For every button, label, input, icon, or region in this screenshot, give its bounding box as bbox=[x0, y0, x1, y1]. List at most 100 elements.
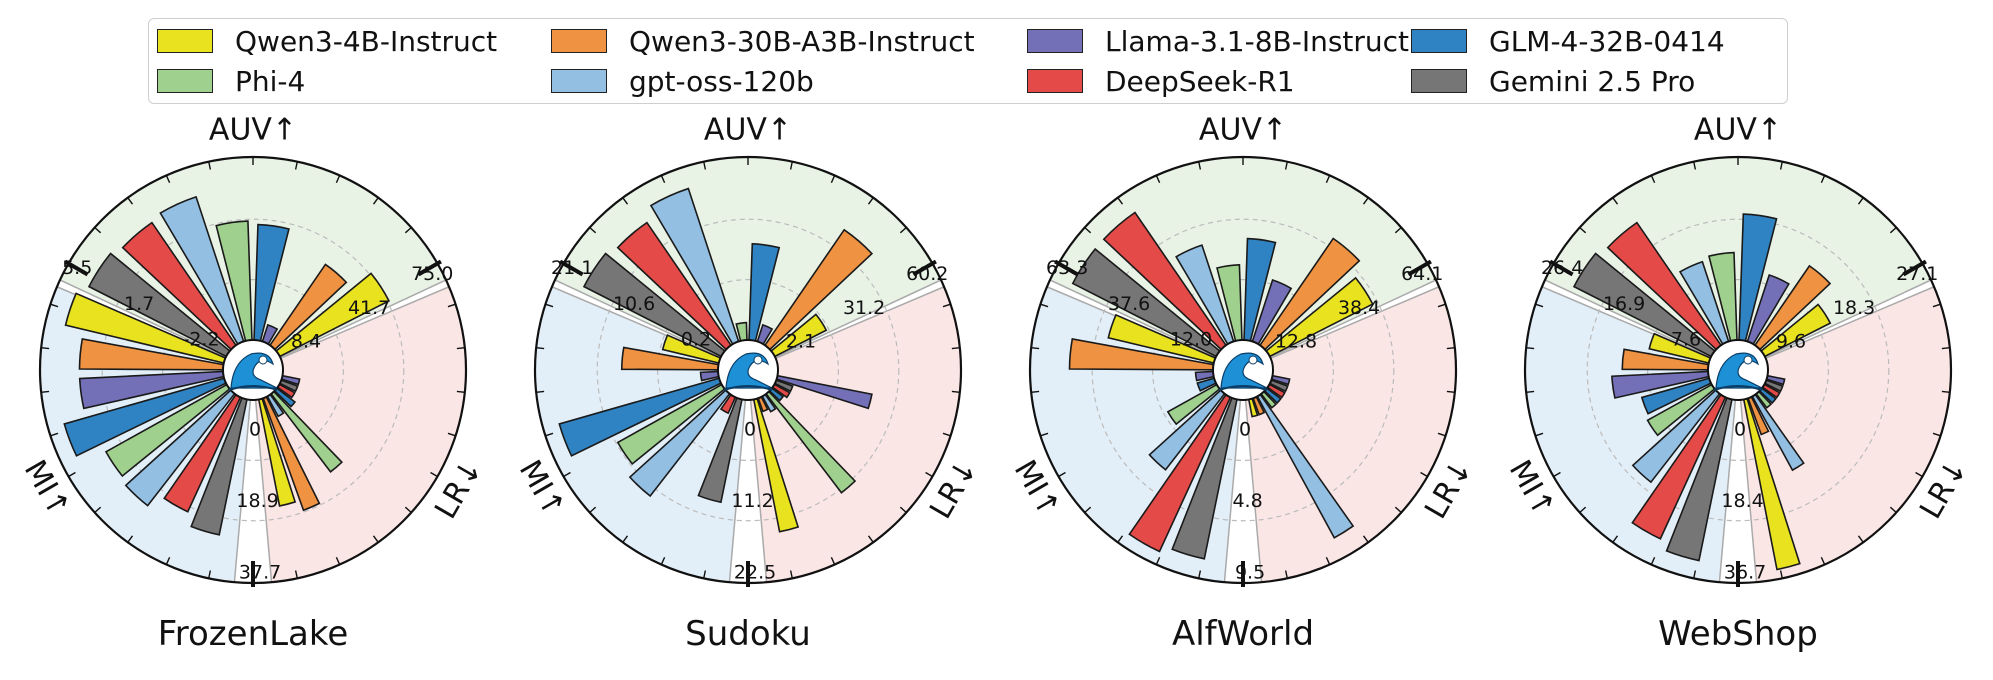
ring-tick bbox=[1932, 432, 1941, 437]
ring-tick bbox=[1284, 161, 1288, 170]
tick-label: 37.7 bbox=[239, 561, 281, 583]
ring-tick bbox=[1612, 535, 1619, 543]
ring-tick bbox=[1941, 390, 1950, 393]
ring-tick bbox=[1779, 570, 1783, 579]
ring-tick bbox=[1362, 197, 1369, 205]
wave-body bbox=[1220, 352, 1268, 389]
ring-tick bbox=[1693, 161, 1697, 170]
gridline bbox=[1091, 218, 1395, 522]
ring-tick bbox=[536, 390, 545, 393]
ring-tick bbox=[404, 226, 412, 234]
ring-tick bbox=[447, 432, 456, 437]
tick-label: 16.9 bbox=[1603, 293, 1645, 315]
legend-swatch bbox=[551, 69, 607, 93]
wave-foam bbox=[753, 355, 763, 365]
ring-tick bbox=[867, 535, 874, 543]
ring-tick bbox=[1820, 175, 1826, 184]
ring-tick bbox=[335, 175, 341, 184]
ring-tick bbox=[589, 506, 597, 514]
major-tick bbox=[1549, 259, 1574, 277]
ring-tick bbox=[456, 390, 465, 393]
ring-tick bbox=[951, 390, 960, 393]
tick-label: 60.2 bbox=[906, 263, 948, 285]
ring-tick bbox=[1040, 432, 1049, 437]
ring-tick bbox=[208, 161, 212, 170]
chart-title: AlfWorld bbox=[1172, 614, 1314, 654]
axis-label-auv: AUV↑ bbox=[209, 113, 297, 148]
tick-label: 18.4 bbox=[1721, 490, 1763, 512]
ring-tick bbox=[127, 535, 134, 543]
ring-tick bbox=[1553, 471, 1561, 478]
ring-tick bbox=[830, 556, 836, 565]
legend-label: Llama-3.1-8B-Instruct bbox=[1105, 24, 1410, 58]
ring-tick bbox=[1693, 570, 1697, 579]
ring-tick bbox=[335, 556, 341, 565]
wave-base bbox=[228, 385, 278, 391]
ring-tick bbox=[1650, 175, 1656, 184]
wave-foam bbox=[1743, 355, 1753, 365]
ocean-wave-icon bbox=[723, 352, 773, 391]
major-tick bbox=[559, 259, 584, 277]
legend-label: Qwen3-4B-Instruct bbox=[235, 24, 498, 58]
polar-chart-alfworld: 12.838.464.1AUV↑04.89.5LR↓12.037.663.3MI… bbox=[1007, 113, 1480, 655]
tick-label: 36.7 bbox=[1724, 561, 1766, 583]
major-tick bbox=[1902, 259, 1927, 277]
tick-label: 10.6 bbox=[613, 293, 655, 315]
ring-tick bbox=[372, 197, 379, 205]
ring-tick bbox=[545, 303, 554, 308]
ring-tick bbox=[1579, 226, 1587, 234]
ring-tick bbox=[622, 535, 629, 543]
ring-tick bbox=[430, 471, 438, 478]
ring-tick bbox=[208, 570, 212, 579]
ring-tick bbox=[1394, 226, 1402, 234]
ring-tick bbox=[1650, 556, 1656, 565]
tick-label: 7.6 bbox=[1671, 329, 1701, 351]
gridline bbox=[596, 218, 900, 522]
polar-chart-webshop: 9.618.327.1AUV↑018.436.7LR↓7.616.926.4MI… bbox=[1502, 113, 1975, 655]
ring-tick bbox=[660, 175, 666, 184]
ring-tick bbox=[951, 347, 960, 350]
ring-tick bbox=[1058, 471, 1066, 478]
ring-tick bbox=[456, 347, 465, 350]
ring-tick bbox=[1155, 556, 1161, 565]
ring-tick bbox=[1446, 390, 1455, 393]
ring-tick bbox=[1031, 347, 1040, 350]
ring-tick bbox=[1612, 197, 1619, 205]
legend-item: Phi-4 bbox=[157, 64, 306, 98]
ring-tick bbox=[942, 432, 951, 437]
ring-tick bbox=[899, 506, 907, 514]
legend-item: Llama-3.1-8B-Instruct bbox=[1027, 24, 1410, 58]
ring-tick bbox=[1040, 303, 1049, 308]
ring-tick bbox=[50, 303, 59, 308]
axis-label-auv: AUV↑ bbox=[1694, 113, 1782, 148]
ring-tick bbox=[1117, 535, 1124, 543]
tick-label: 27.1 bbox=[1896, 263, 1938, 285]
ring-tick bbox=[372, 535, 379, 543]
legend-label: Qwen3-30B-A3B-Instruct bbox=[629, 24, 975, 58]
ring-tick bbox=[1535, 303, 1544, 308]
ring-tick bbox=[1941, 347, 1950, 350]
ring-tick bbox=[1420, 471, 1428, 478]
wave-foam bbox=[258, 355, 268, 365]
legend-label: Phi-4 bbox=[235, 64, 306, 98]
tick-label: 1.7 bbox=[124, 293, 154, 315]
ring-tick bbox=[1084, 226, 1092, 234]
ring-tick bbox=[1031, 390, 1040, 393]
tick-label: -2.2 bbox=[182, 329, 219, 351]
ring-tick bbox=[899, 226, 907, 234]
ring-tick bbox=[1857, 535, 1864, 543]
ring-tick bbox=[1198, 570, 1202, 579]
legend-swatch bbox=[551, 29, 607, 53]
axis-label-auv: AUV↑ bbox=[704, 113, 792, 148]
ocean-wave-icon bbox=[228, 352, 278, 391]
major-tick bbox=[1054, 259, 1079, 277]
ring-tick bbox=[545, 432, 554, 437]
legend-item: GLM-4-32B-0414 bbox=[1411, 25, 1725, 58]
ring-tick bbox=[1889, 506, 1897, 514]
ring-tick bbox=[703, 570, 707, 579]
ring-tick bbox=[41, 347, 50, 350]
wave-foam bbox=[1248, 355, 1258, 365]
wave-base bbox=[723, 385, 773, 391]
legend-swatch bbox=[1411, 69, 1467, 93]
